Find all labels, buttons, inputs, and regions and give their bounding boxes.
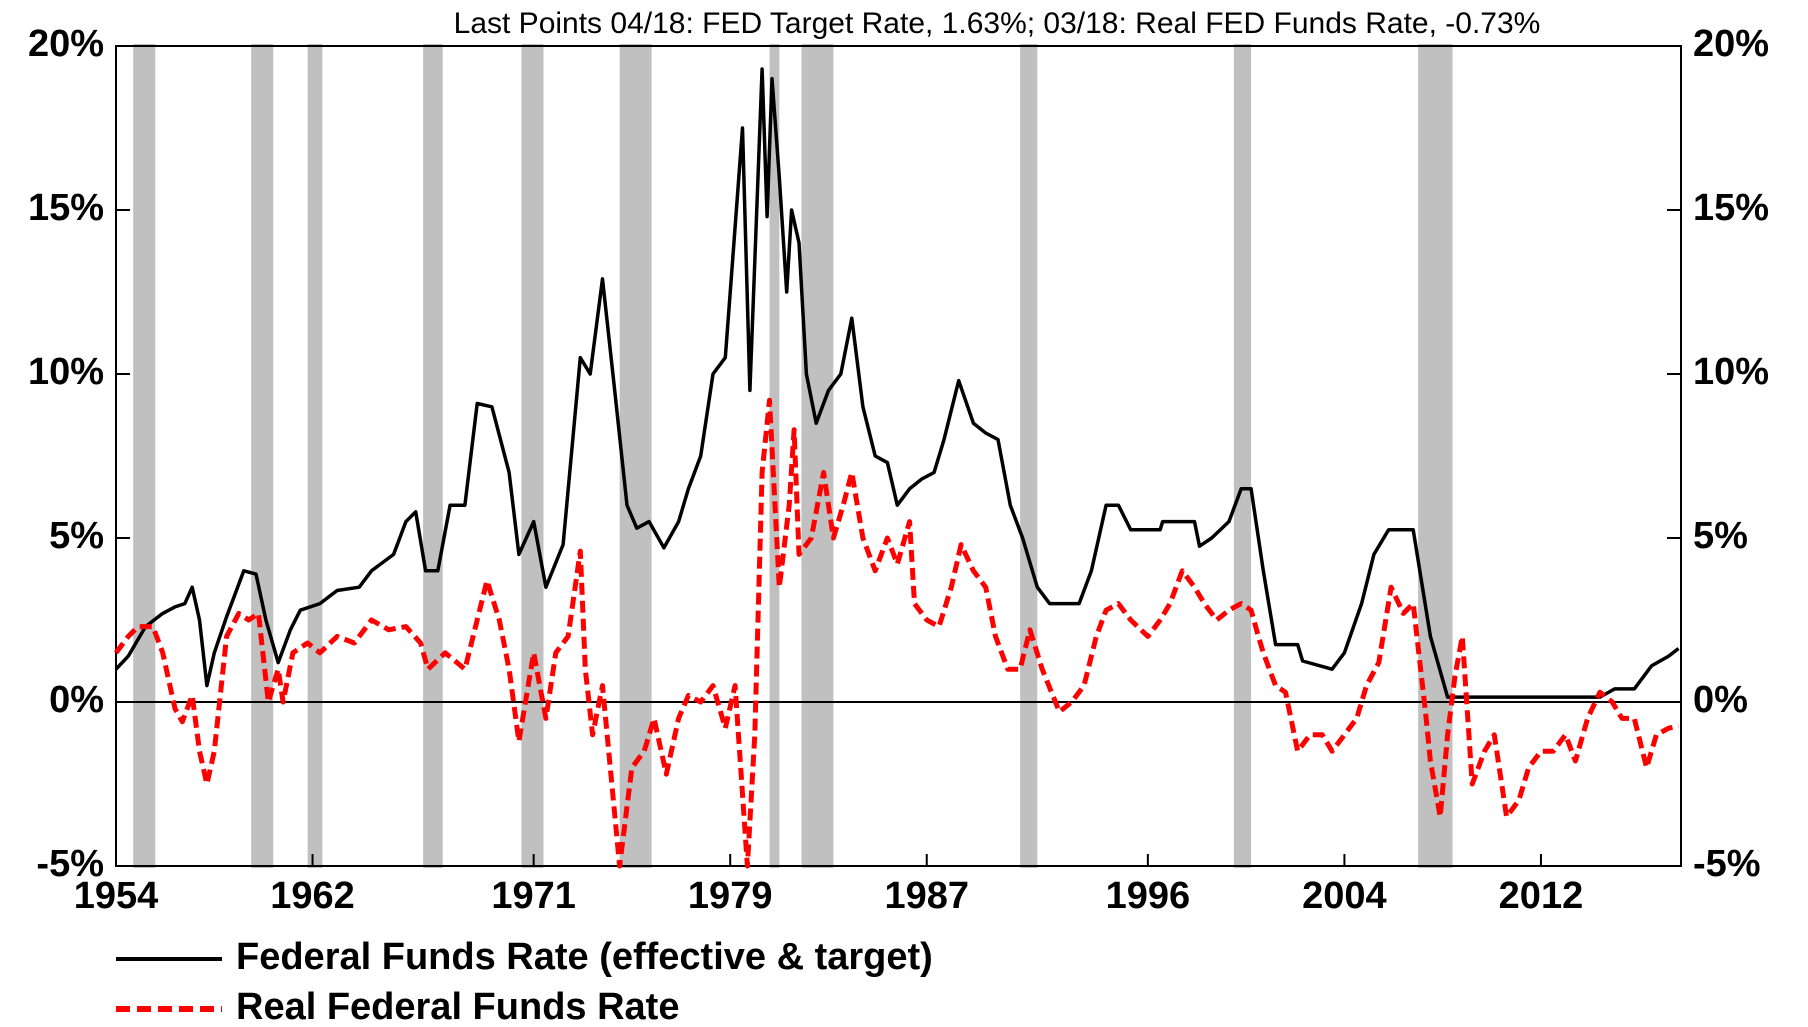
y-tick-label: 10% xyxy=(28,351,104,393)
plot-frame xyxy=(115,45,1682,867)
recession-band xyxy=(1233,44,1252,868)
series-line xyxy=(114,397,1680,869)
y-tick-label: 20% xyxy=(28,23,104,65)
x-tick-label: 1962 xyxy=(270,875,355,917)
recession-band xyxy=(521,44,544,868)
x-tick-label: 1979 xyxy=(688,875,773,917)
y2-tick-label: 15% xyxy=(1693,187,1769,229)
x-tick-label: 1954 xyxy=(74,875,159,917)
y2-tick-label: 0% xyxy=(1693,679,1748,721)
series-line xyxy=(114,67,1680,699)
recession-band xyxy=(801,44,834,868)
recession-band xyxy=(619,44,652,868)
recession-band xyxy=(133,44,156,868)
y2-tick-label: 20% xyxy=(1693,23,1769,65)
recession-band xyxy=(1020,44,1038,868)
y-tick-label: 0% xyxy=(49,679,104,721)
recession-band xyxy=(423,44,443,868)
x-tick-label: 1987 xyxy=(884,875,969,917)
x-tick-label: 1996 xyxy=(1106,875,1191,917)
x-tick-label: 1971 xyxy=(491,875,576,917)
recession-band xyxy=(1418,44,1453,868)
recession-band xyxy=(307,44,323,868)
y2-tick-label: 10% xyxy=(1693,351,1769,393)
x-tick-label: 2004 xyxy=(1302,875,1387,917)
chart-title: Last Points 04/18: FED Target Rate, 1.63… xyxy=(454,7,1541,40)
y2-tick-label: -5% xyxy=(1693,843,1761,885)
recession-band xyxy=(251,44,274,868)
y-tick-label: -5% xyxy=(36,843,104,885)
legend-label: Federal Funds Rate (effective & target) xyxy=(236,936,933,978)
y-tick-label: 15% xyxy=(28,187,104,229)
legend-label: Real Federal Funds Rate xyxy=(236,986,679,1027)
y-tick-label: 5% xyxy=(49,515,104,557)
y2-tick-label: 5% xyxy=(1693,515,1748,557)
x-tick-label: 2012 xyxy=(1499,875,1584,917)
